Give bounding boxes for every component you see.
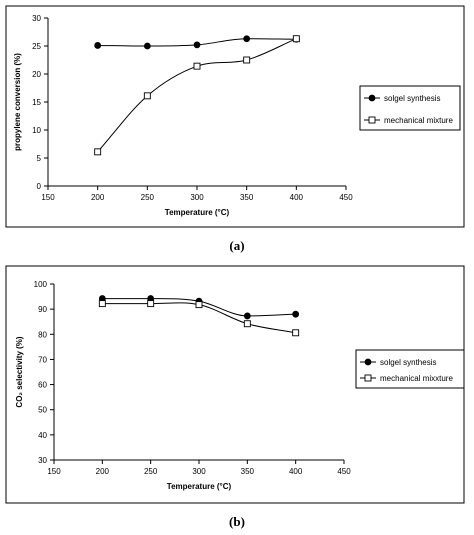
legend-label-2: mechanical mixxture	[380, 374, 453, 383]
data-point-series-1	[193, 41, 201, 49]
data-point-series-2	[292, 35, 300, 43]
y-tick-label: 0	[37, 182, 42, 191]
x-tick-label: 200	[91, 193, 105, 202]
y-tick-label: 90	[38, 305, 47, 314]
data-point-series-2	[292, 329, 300, 337]
y-tick-label: 20	[32, 70, 41, 79]
panel-caption-a: (a)	[229, 238, 245, 253]
panel-caption-b: (b)	[229, 514, 245, 529]
data-point-series-1	[243, 312, 251, 320]
x-tick-label: 300	[192, 467, 206, 476]
x-tick-label: 150	[41, 193, 55, 202]
x-tick-label: 400	[289, 467, 303, 476]
legend-box	[359, 85, 461, 131]
x-tick-label: 450	[339, 193, 353, 202]
series-line-2	[97, 38, 297, 153]
chart-frame	[5, 5, 465, 228]
legend-marker-2	[364, 374, 372, 382]
legend-label-2: mechanical mixture	[384, 116, 453, 125]
x-tick-label: 250	[144, 467, 158, 476]
data-point-series-1	[94, 42, 102, 49]
data-point-series-2	[193, 62, 201, 70]
y-tick-label: 30	[38, 456, 47, 465]
legend-marker-1	[364, 358, 372, 366]
y-axis-title: CO₂ selectivity (%)	[15, 336, 24, 407]
y-tick-label: 80	[38, 330, 47, 339]
data-point-series-1	[143, 42, 151, 50]
y-tick-label: 15	[32, 98, 41, 107]
y-tick-label: 60	[38, 381, 47, 390]
data-point-series-2	[243, 320, 251, 328]
x-tick-label: 400	[290, 193, 304, 202]
y-tick-label: 100	[34, 280, 48, 289]
y-tick-label: 10	[32, 126, 41, 135]
x-axis-title: Temperature (°C)	[165, 208, 230, 217]
data-point-series-2	[143, 92, 151, 100]
x-tick-label: 450	[337, 467, 351, 476]
data-point-series-2	[147, 300, 155, 308]
co2-selectivity-chart: 30 40 50 60 70 80 90 100 150 200 250 300 350 400 450 Te…	[5, 265, 465, 504]
data-point-series-2	[195, 301, 203, 309]
legend-label-1: solgel synthesis	[384, 94, 440, 103]
y-tick-label: 40	[38, 431, 47, 440]
legend-box	[355, 349, 465, 389]
x-axis-title: Temperature (°C)	[167, 482, 232, 491]
data-point-series-1	[243, 35, 251, 43]
chart-panel-a: 0 5 10 15 20 25 30 150 200 250 300 350 400 450 Tempera…	[0, 0, 474, 262]
x-tick-label: 300	[190, 193, 204, 202]
legend-label-1: solgel synthesis	[380, 358, 436, 367]
y-axis-title: propylene conversion (%)	[13, 53, 22, 151]
y-tick-label: 50	[38, 406, 47, 415]
legend-marker-1	[368, 94, 376, 102]
y-tick-label: 70	[38, 355, 47, 364]
data-point-series-1	[292, 310, 300, 318]
y-tick-label: 30	[32, 14, 41, 23]
data-point-series-2	[98, 300, 106, 308]
x-tick-label: 250	[141, 193, 155, 202]
x-tick-label: 350	[240, 193, 254, 202]
chart-panel-b: 30 40 50 60 70 80 90 100 150 200 250 300 350 400 450 Te…	[0, 262, 474, 535]
x-tick-label: 150	[47, 467, 61, 476]
x-tick-label: 200	[96, 467, 110, 476]
data-point-series-2	[243, 56, 251, 64]
legend-marker-2	[368, 116, 376, 124]
y-tick-label: 5	[37, 154, 42, 163]
propylene-conversion-chart: 0 5 10 15 20 25 30 150 200 250 300 350 400 450 Tempera…	[5, 5, 465, 228]
y-tick-label: 25	[32, 42, 41, 51]
x-tick-label: 350	[241, 467, 255, 476]
data-point-series-2	[94, 148, 102, 156]
